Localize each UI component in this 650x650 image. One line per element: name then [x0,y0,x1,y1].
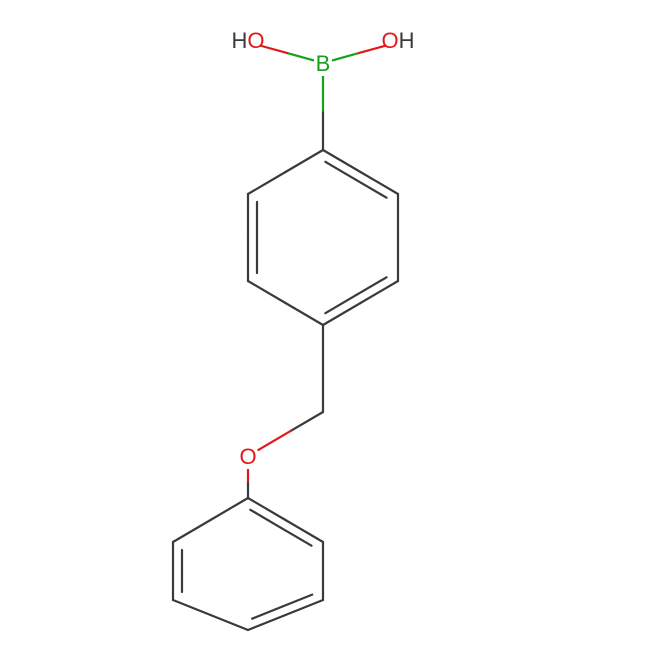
svg-text:OH: OH [381,28,414,53]
svg-text:O: O [239,444,256,469]
svg-text:HO: HO [231,28,264,53]
svg-text:B: B [316,51,331,76]
chemical-structure: B HO OH O [0,0,650,650]
